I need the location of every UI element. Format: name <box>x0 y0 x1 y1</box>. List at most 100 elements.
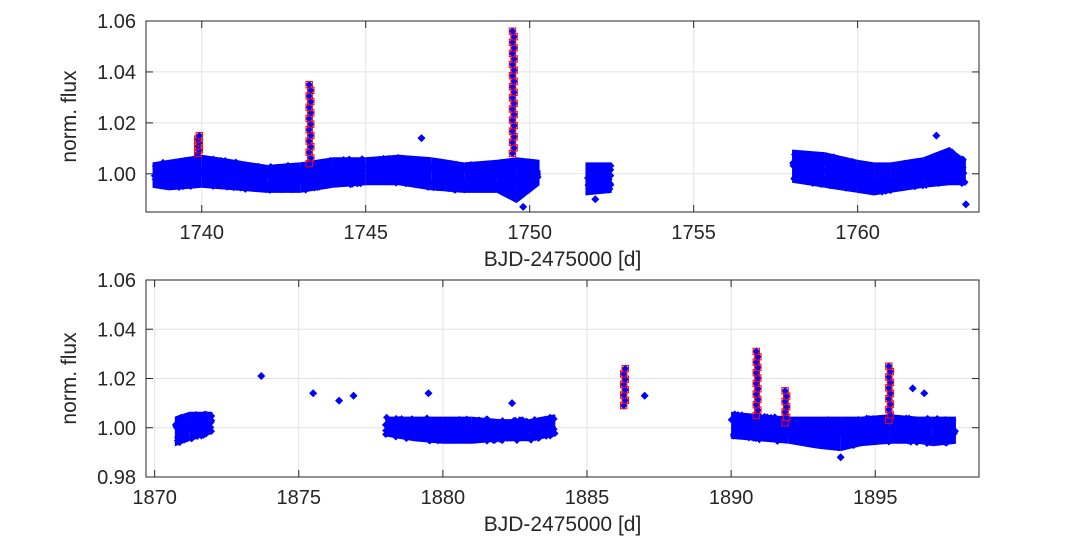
flare-flag-marker <box>510 44 518 52</box>
flare-flag-marker <box>305 126 313 134</box>
flare-flag-marker <box>307 142 315 151</box>
x-tick-label: 1870 <box>132 487 177 509</box>
y-tick-label: 1.04 <box>97 62 136 84</box>
outlier-point <box>335 396 344 405</box>
flux-band-fill <box>414 416 443 444</box>
flare-flag-marker <box>508 149 517 158</box>
flux-band-fill <box>168 154 202 191</box>
flare-flag-marker <box>510 33 518 41</box>
flare-flag-marker <box>510 99 518 108</box>
flare-flag-marker <box>508 38 517 46</box>
flux-band-fill <box>152 159 169 191</box>
flux-band-fill <box>385 416 415 442</box>
outlier-point <box>519 202 528 211</box>
x-tick-label: 1895 <box>853 487 898 509</box>
flare-flag-marker <box>781 387 789 395</box>
flux-band-fill <box>174 411 190 447</box>
flux-band-fill <box>267 162 301 193</box>
y-tick-label: 1.06 <box>97 270 136 292</box>
flux-band-fill <box>529 414 556 442</box>
flare-event <box>619 364 630 410</box>
ticks: 1740 1745 1750 1755 1760 1.00 1.02 1.04 1.06 <box>97 11 979 244</box>
y-tick-label: 1.02 <box>97 113 136 135</box>
ticks: 1870 1875 1880 1885 1890 1895 0.98 1.00 1.02 1.04… <box>97 270 979 509</box>
outlier-point <box>508 399 517 408</box>
flare-flag-marker <box>510 121 518 130</box>
flux-band-fill <box>332 157 366 188</box>
flare-flag-marker <box>307 131 315 140</box>
flare-flag-marker <box>510 88 518 97</box>
outlier-point <box>349 391 358 400</box>
flux-band-fill <box>918 416 933 447</box>
flare-flag-marker <box>510 133 518 141</box>
flux-band-fill <box>442 416 472 444</box>
flare-flag-marker <box>305 80 313 89</box>
x-tick-label: 1755 <box>671 222 716 244</box>
flux-band-fill <box>471 416 501 444</box>
y-tick-label: 0.98 <box>97 467 136 489</box>
axes-box <box>145 20 980 213</box>
flux-band-fill <box>464 159 497 193</box>
x-tick-label: 1885 <box>565 487 610 509</box>
flare-event <box>508 27 518 158</box>
flux-band-fill <box>431 157 465 193</box>
flare-flag-marker <box>508 71 517 80</box>
outlier-point <box>309 389 318 398</box>
outlier-point <box>836 453 845 462</box>
flare-event <box>752 347 762 420</box>
y-axis-label: norm. flux <box>58 70 81 163</box>
y-tick-label: 1.02 <box>97 369 136 391</box>
x-axis-label: BJD-2475000 [d] <box>484 248 642 271</box>
flux-band-fill <box>824 152 858 193</box>
flare-flag-marker <box>508 127 517 135</box>
flare-flag-marker <box>510 77 518 85</box>
flare-flag-marker <box>307 154 315 162</box>
flare-flag-marker <box>508 105 517 113</box>
outlier-points <box>257 372 929 462</box>
y-axis-label: norm. flux <box>58 332 81 425</box>
outlier-point <box>424 389 433 398</box>
flux-band <box>150 147 969 204</box>
x-tick-label: 1760 <box>835 222 880 244</box>
flare-flag-marker <box>195 131 203 140</box>
flux-band-fill <box>857 159 875 196</box>
x-tick-label: 1745 <box>343 222 388 244</box>
flux-band-fill <box>201 154 235 191</box>
flux-band-fill <box>788 416 818 449</box>
flare-flag-marker <box>508 60 517 69</box>
flare-flag-marker <box>305 159 313 168</box>
flux-band-fill <box>840 416 861 452</box>
flux-band-fill <box>874 162 891 196</box>
outlier-point <box>417 134 426 143</box>
flare-event <box>305 80 315 168</box>
flare-flag-marker <box>508 138 517 147</box>
flux-band-fill <box>817 416 841 452</box>
outlier-point <box>257 372 266 381</box>
flux-band-fill <box>398 154 432 191</box>
flare-event <box>781 386 791 427</box>
outlier-points <box>417 131 970 211</box>
flare-flag-marker <box>307 86 315 95</box>
flare-flag-marker <box>307 97 315 106</box>
outlier-point <box>961 200 970 209</box>
flux-band-fill <box>860 414 890 447</box>
x-tick-label: 1875 <box>277 487 322 509</box>
flux-band-fill <box>585 162 612 196</box>
flux-band-fill <box>365 154 399 186</box>
flare-flag-marker <box>508 94 517 102</box>
flare-flag-marker <box>510 110 518 119</box>
panel-top: 1740 1745 1750 1755 1760 1.00 1.02 1.04 1.06 BJD-… <box>58 11 980 271</box>
flare-flag-marker <box>508 116 517 124</box>
flare-flag-marker <box>508 27 517 35</box>
flux-band-fill <box>792 149 825 188</box>
flare-flag-marker <box>307 109 315 117</box>
flux-band-fill <box>923 147 950 188</box>
flare-flag-marker <box>305 148 313 157</box>
flare-flag-marker <box>752 347 760 356</box>
outlier-point <box>920 389 929 398</box>
flare-flag-marker <box>885 362 893 370</box>
flux-band-fill <box>496 157 517 204</box>
y-tick-label: 1.00 <box>97 164 136 186</box>
